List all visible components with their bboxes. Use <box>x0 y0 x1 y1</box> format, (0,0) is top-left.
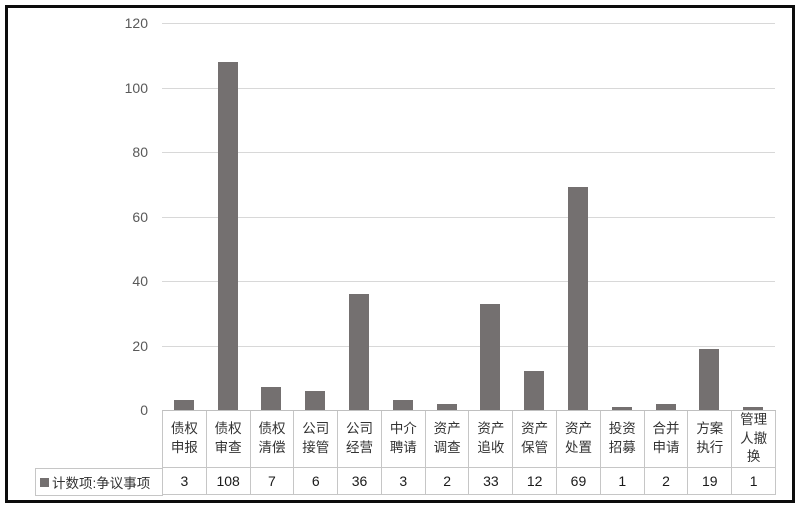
bar-3 <box>261 387 282 410</box>
legend-series-marker-icon <box>40 477 49 487</box>
value-cell: 108 <box>206 468 251 495</box>
category-label: 中介 聘请 <box>381 411 426 468</box>
gridline <box>162 23 775 24</box>
value-cell: 19 <box>688 468 733 495</box>
category-label: 债权 清偿 <box>250 411 295 468</box>
bar-6 <box>392 400 413 410</box>
category-label: 资产 保管 <box>513 411 558 468</box>
gridline <box>162 345 775 347</box>
category-label: 公司 接管 <box>294 411 339 468</box>
value-cell: 2 <box>425 468 470 495</box>
category-label: 公司 经营 <box>338 411 382 468</box>
value-cell: 7 <box>250 468 295 495</box>
value-cell: 3 <box>381 468 426 495</box>
value-cell: 69 <box>557 468 601 495</box>
value-cell: 33 <box>469 468 514 495</box>
legend-cell: 计数项:争议事项 <box>35 468 163 496</box>
value-cell: 6 <box>294 468 339 495</box>
category-label: 合并 申请 <box>644 411 689 468</box>
bar-8 <box>480 303 501 410</box>
category-label: 资产 调查 <box>425 411 470 468</box>
y-axis-tick-label: 60 <box>132 208 148 225</box>
category-label: 资产 处置 <box>557 411 601 468</box>
value-cell: 1 <box>600 468 645 495</box>
gridline <box>162 281 775 282</box>
y-axis-tick-label: 100 <box>124 79 148 96</box>
gridline <box>162 87 775 89</box>
bar-4 <box>305 390 326 410</box>
category-label: 管理 人撤 换 <box>732 411 776 468</box>
category-label: 债权 申报 <box>163 411 207 468</box>
y-axis-tick-label: 80 <box>132 144 148 160</box>
bar-14 <box>743 406 764 410</box>
data-table: 债权 申报 债权 审查 债权 清偿 公司 接管 公司 经营 中介 聘请 资产 调查 资产 追收… <box>162 410 776 495</box>
y-axis-tick-label: 120 <box>124 15 148 31</box>
category-label: 资产 追收 <box>469 411 514 468</box>
category-label: 投资 招募 <box>600 411 645 468</box>
bar-1 <box>173 400 194 410</box>
bar-13 <box>699 348 720 410</box>
y-axis-tick-label: 20 <box>132 337 148 354</box>
value-cell: 12 <box>513 468 558 495</box>
gridline <box>162 216 775 218</box>
y-axis-tick-label: 40 <box>132 273 148 289</box>
bar-7 <box>436 403 457 410</box>
value-cell: 36 <box>338 468 382 495</box>
bar-12 <box>655 403 676 410</box>
bar-11 <box>611 406 632 410</box>
bar-2 <box>217 61 238 410</box>
y-axis-tick-label: 0 <box>140 402 148 418</box>
value-cell: 3 <box>163 468 207 495</box>
value-cell: 1 <box>732 468 776 495</box>
legend-series-label: 计数项:争议事项 <box>52 476 151 491</box>
category-label: 债权 审查 <box>206 411 251 468</box>
bar-9 <box>524 371 545 410</box>
category-label: 方案 执行 <box>688 411 733 468</box>
gridline <box>162 152 775 153</box>
bar-10 <box>567 187 588 410</box>
bar-5 <box>349 293 370 410</box>
value-cell: 2 <box>644 468 689 495</box>
